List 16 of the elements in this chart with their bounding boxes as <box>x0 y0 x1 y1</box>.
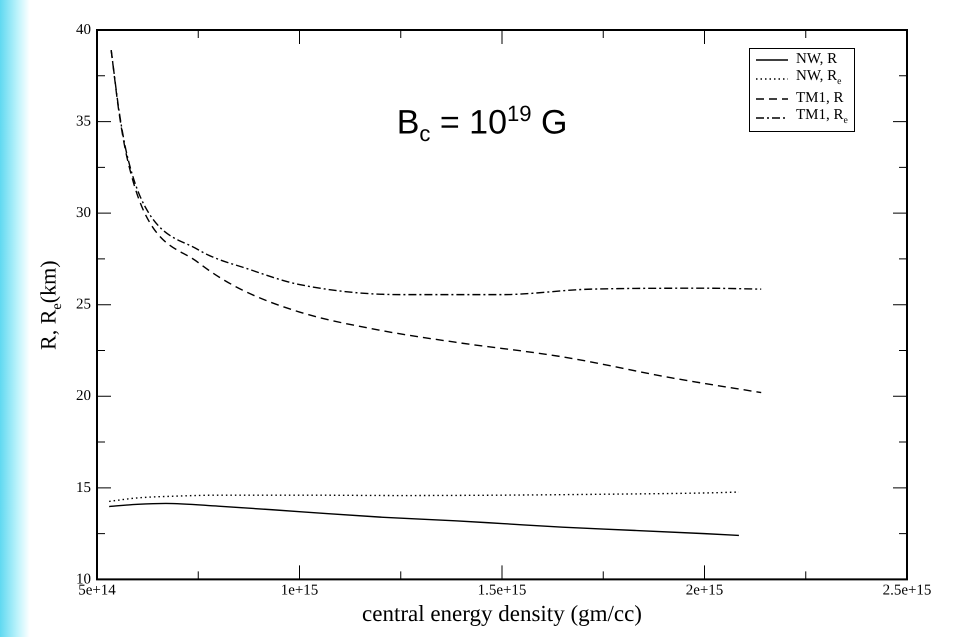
y-tick-label: 20 <box>76 388 91 404</box>
x-tick-label: 2e+15 <box>686 582 724 598</box>
y-tick-label: 40 <box>76 22 91 38</box>
annotation: B$_{c}$ = 10$^{19}$ G <box>396 101 568 148</box>
legend-label: NW, R$_{e}$ <box>796 68 842 89</box>
x-tick-label: 2.5e+15 <box>882 582 932 598</box>
x-tick-label: 1e+15 <box>280 582 318 598</box>
x-tick-label: 1.5e+15 <box>478 582 526 598</box>
legend-label: TM1, R <box>796 90 844 107</box>
y-tick-label: 35 <box>76 114 91 130</box>
y-tick-label: 30 <box>76 205 91 222</box>
y-tick-label: 25 <box>76 296 91 313</box>
legend-label: NW, R <box>796 51 838 68</box>
x-axis-title: central energy density (gm/cc) <box>362 601 642 626</box>
legend-label: TM1, R$_{e}$ <box>796 107 848 128</box>
y-tick-label: 15 <box>76 480 91 496</box>
